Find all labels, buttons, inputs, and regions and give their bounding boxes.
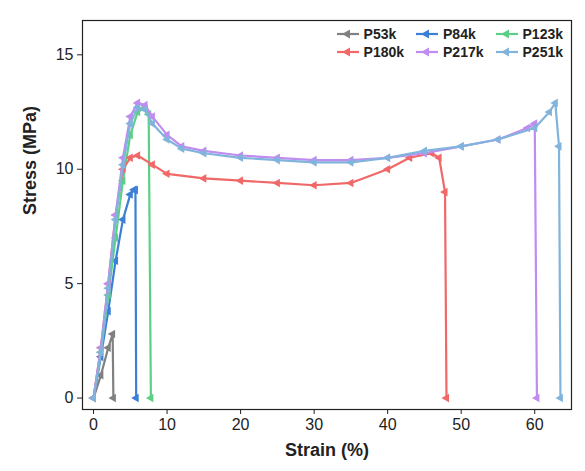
svg-text:20: 20: [232, 416, 250, 433]
svg-text:Strain (%): Strain (%): [285, 440, 369, 460]
html-text:P180k: P180k: [363, 44, 404, 60]
svg-text:15: 15: [56, 46, 74, 63]
svg-text:10: 10: [158, 416, 176, 433]
html-text:P84k: P84k: [443, 26, 476, 42]
svg-text:50: 50: [452, 416, 470, 433]
svg-text:Stress (MPa): Stress (MPa): [20, 106, 40, 215]
html-text:P123k: P123k: [522, 26, 563, 42]
svg-text:0: 0: [65, 389, 74, 406]
svg-text:40: 40: [379, 416, 397, 433]
svg-text:30: 30: [305, 416, 323, 433]
svg-text:10: 10: [56, 160, 74, 177]
svg-text:60: 60: [526, 416, 544, 433]
html-text:P53k: P53k: [363, 26, 397, 42]
svg-text:5: 5: [65, 275, 74, 292]
svg-text:0: 0: [89, 416, 98, 433]
html-text:P217k: P217k: [443, 44, 484, 60]
html-text:P251k: P251k: [522, 44, 563, 60]
